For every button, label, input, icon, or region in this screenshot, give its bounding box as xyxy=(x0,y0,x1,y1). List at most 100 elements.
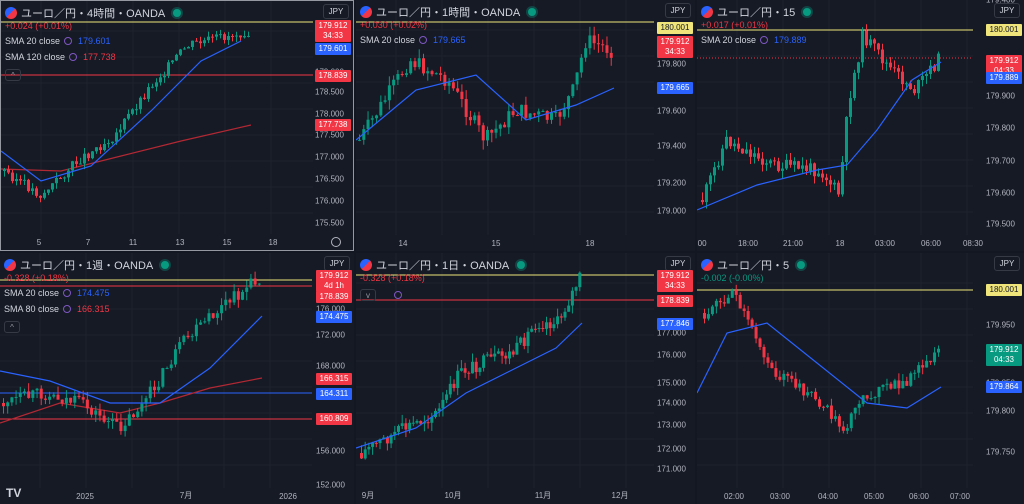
chart-pane-4h[interactable]: ユーロ／円・4時間・OANDA +0.024 (+0.01%) SMA 20 clo… xyxy=(0,0,354,251)
price-tag[interactable]: 179.912 4d 1h xyxy=(316,270,352,292)
symbol-header[interactable]: ユーロ／円・1時間・OANDA xyxy=(360,4,537,20)
price-tag[interactable]: 179.601 xyxy=(315,43,351,55)
symbol-header[interactable]: ユーロ／円・1日・OANDA xyxy=(360,257,526,273)
indicator-legend[interactable]: SMA 20 close 179.889 xyxy=(701,35,807,45)
market-open-dot-icon xyxy=(173,9,182,17)
indicator-settings-icon[interactable] xyxy=(69,53,78,61)
legend-collapse-button[interactable]: ^ xyxy=(5,69,21,81)
price-tag[interactable]: 179.912 04:33 xyxy=(986,55,1022,77)
indicator-settings-icon[interactable] xyxy=(419,36,428,44)
candlestick-plot[interactable] xyxy=(356,0,695,251)
price-tag[interactable]: 180.001 xyxy=(986,284,1022,296)
price-tag[interactable]: 177.846 xyxy=(657,318,693,330)
currency-button[interactable]: JPY xyxy=(994,256,1020,271)
chart-pane-1w[interactable]: ユーロ／円・1週・OANDA -0.328 (+0.18%) SMA 20 clos… xyxy=(0,253,354,504)
candlestick-plot[interactable] xyxy=(356,253,695,504)
candle-body xyxy=(869,39,872,46)
candle-body xyxy=(448,383,452,395)
price-tag[interactable]: 178.839 xyxy=(315,70,351,82)
indicator-legend[interactable]: SMA 20 close 174.475 xyxy=(4,288,110,298)
price-tag[interactable]: 164.311 xyxy=(316,388,352,400)
candle-body xyxy=(528,113,532,118)
indicator-settings-icon[interactable] xyxy=(63,305,72,313)
tradingview-logo-icon[interactable]: TV xyxy=(6,486,22,500)
currency-button[interactable]: JPY xyxy=(665,3,691,18)
x-axis-label: 02:00 xyxy=(723,492,745,501)
indicator-settings-icon[interactable] xyxy=(64,37,73,45)
symbol-title[interactable]: ユーロ／円・4時間・OANDA xyxy=(21,8,166,20)
symbol-title[interactable]: ユーロ／円・1週・OANDA xyxy=(20,260,154,272)
eur-jpy-flag-icon xyxy=(4,259,16,271)
candle-body xyxy=(841,426,845,431)
candle-body xyxy=(753,153,756,157)
price-tag[interactable]: 179.912 04:33 xyxy=(986,344,1022,366)
indicator-settings-icon[interactable] xyxy=(394,291,402,299)
candle-body xyxy=(35,388,39,391)
indicator-name: SMA 20 close xyxy=(4,288,60,298)
indicator-legend[interactable]: SMA 20 close 179.665 xyxy=(360,35,466,45)
symbol-title[interactable]: ユーロ／円・15 xyxy=(717,7,796,19)
price-tag[interactable]: 178.839 xyxy=(316,291,352,303)
gear-icon[interactable] xyxy=(331,237,341,247)
currency-button[interactable]: JPY xyxy=(665,256,691,271)
indicator-value: 166.315 xyxy=(77,304,110,314)
price-tag[interactable]: 179.665 xyxy=(657,82,693,94)
chart-pane-15m[interactable]: ユーロ／円・15 +0.017 (+0.01%) SMA 20 close 179.8… xyxy=(697,0,1024,251)
price-tag[interactable]: 179.864 xyxy=(986,381,1022,393)
indicator-legend[interactable]: SMA 120 close 177.738 xyxy=(5,52,116,62)
candle-body xyxy=(526,331,530,346)
price-tag[interactable]: 177.738 xyxy=(315,119,351,131)
currency-button[interactable]: JPY xyxy=(323,4,349,19)
y-axis-label: 168.000 xyxy=(316,361,345,371)
price-tag[interactable]: 179.889 xyxy=(986,72,1022,84)
symbol-header[interactable]: ユーロ／円・5 xyxy=(701,257,806,273)
symbol-header[interactable]: ユーロ／円・4時間・OANDA xyxy=(5,5,182,21)
indicator-settings-icon[interactable] xyxy=(760,36,769,44)
candle-body xyxy=(563,311,567,318)
candle-body xyxy=(107,143,110,145)
symbol-header[interactable]: ユーロ／円・15 xyxy=(701,4,812,20)
symbol-title[interactable]: ユーロ／円・1時間・OANDA xyxy=(376,7,521,19)
price-tag[interactable]: 166.315 xyxy=(316,373,352,385)
candlestick-plot[interactable] xyxy=(0,253,354,504)
chart-pane-1h[interactable]: ユーロ／円・1時間・OANDA +0.030 (+0.02%) SMA 20 clo… xyxy=(356,0,695,251)
candle-body xyxy=(27,391,31,398)
price-tag[interactable]: 160.809 xyxy=(316,413,352,425)
candle-body xyxy=(609,52,613,58)
price-tag[interactable]: 179.912 34:33 xyxy=(315,20,351,42)
price-tag[interactable]: 180.001 xyxy=(986,24,1022,36)
indicator-settings-icon[interactable] xyxy=(63,289,72,297)
candle-body xyxy=(829,405,833,419)
price-tag[interactable]: 178.839 xyxy=(657,295,693,307)
legend-collapse-button[interactable]: v xyxy=(360,289,376,301)
chart-pane-5m[interactable]: ユーロ／円・5-0.002 (-0.00%)JPY179.950179.9001… xyxy=(697,253,1024,504)
candlestick-plot[interactable] xyxy=(697,0,1024,251)
candle-body xyxy=(79,163,82,165)
currency-button[interactable]: JPY xyxy=(994,3,1020,18)
price-tag[interactable]: 180.001 xyxy=(657,22,693,34)
price-tag[interactable]: 179.912 34:33 xyxy=(657,270,693,292)
price-tag-countdown: 4d 1h xyxy=(323,281,345,290)
currency-button[interactable]: JPY xyxy=(324,256,350,271)
legend-collapse-button[interactable]: ^ xyxy=(4,321,20,333)
candle-body xyxy=(60,399,64,404)
candle-body xyxy=(601,44,605,46)
indicator-name: SMA 20 close xyxy=(360,35,416,45)
symbol-header[interactable]: ユーロ／円・1週・OANDA xyxy=(4,257,170,273)
chart-pane-1d[interactable]: ユーロ／円・1日・OANDA -0.328 (+0.18%) v JPY 177.000… xyxy=(356,253,695,504)
candle-body xyxy=(43,192,46,198)
candle-body xyxy=(554,112,558,114)
symbol-title[interactable]: ユーロ／円・5 xyxy=(717,260,790,272)
symbol-title[interactable]: ユーロ／円・1日・OANDA xyxy=(376,260,510,272)
price-tag-value: 179.889 xyxy=(989,73,1019,82)
candle-body xyxy=(778,376,782,380)
indicator-legend[interactable]: SMA 20 close 179.601 xyxy=(5,36,111,46)
candle-body xyxy=(143,97,146,99)
candlestick-plot[interactable] xyxy=(697,253,1024,504)
candle-body xyxy=(389,434,393,444)
candle-body xyxy=(829,180,832,185)
price-tag[interactable]: 174.475 xyxy=(316,311,352,323)
indicator-legend[interactable]: SMA 80 close 166.315 xyxy=(4,304,110,314)
price-tag[interactable]: 179.912 34:33 xyxy=(657,36,693,58)
candlestick-plot[interactable] xyxy=(1,1,353,250)
